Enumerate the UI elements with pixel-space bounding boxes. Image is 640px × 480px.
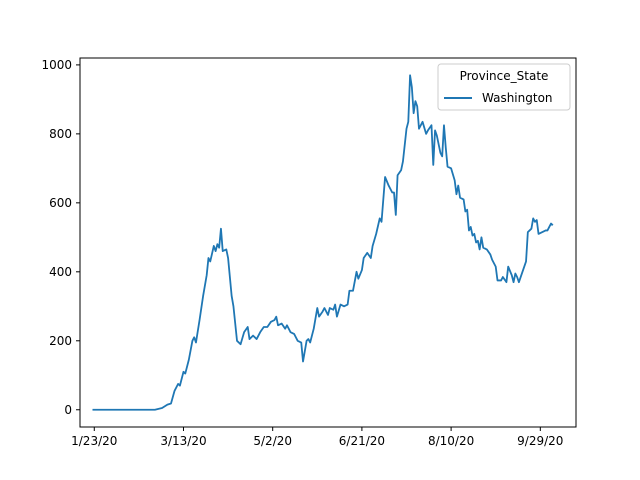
x-tick-label: 8/10/20 [428, 434, 474, 448]
plot-area [80, 58, 576, 427]
x-tick-label: 6/21/20 [339, 434, 385, 448]
series-line-washington [92, 74, 554, 411]
legend-title: Province_State [460, 69, 549, 83]
x-tick-label: 1/23/20 [71, 434, 117, 448]
legend: Province_State Washington [437, 63, 571, 111]
axes-frame [79, 57, 577, 428]
y-tick-label: 800 [49, 127, 72, 141]
x-tick-label: 9/29/20 [517, 434, 563, 448]
series-layer [92, 74, 554, 411]
x-tick-label: 5/2/20 [253, 434, 292, 448]
y-tick-label: 200 [49, 334, 72, 348]
axes-layer: 1/23/20 3/13/20 5/2/20 6/21/20 8/10/20 9/29/2… [41, 57, 577, 448]
y-tick-label: 1000 [41, 58, 72, 72]
y-tick-label: 600 [49, 196, 72, 210]
legend-label-washington: Washington [482, 91, 553, 105]
x-tick-label: 3/13/20 [160, 434, 206, 448]
y-tick-label: 0 [64, 403, 72, 417]
y-tick-label: 400 [49, 265, 72, 279]
